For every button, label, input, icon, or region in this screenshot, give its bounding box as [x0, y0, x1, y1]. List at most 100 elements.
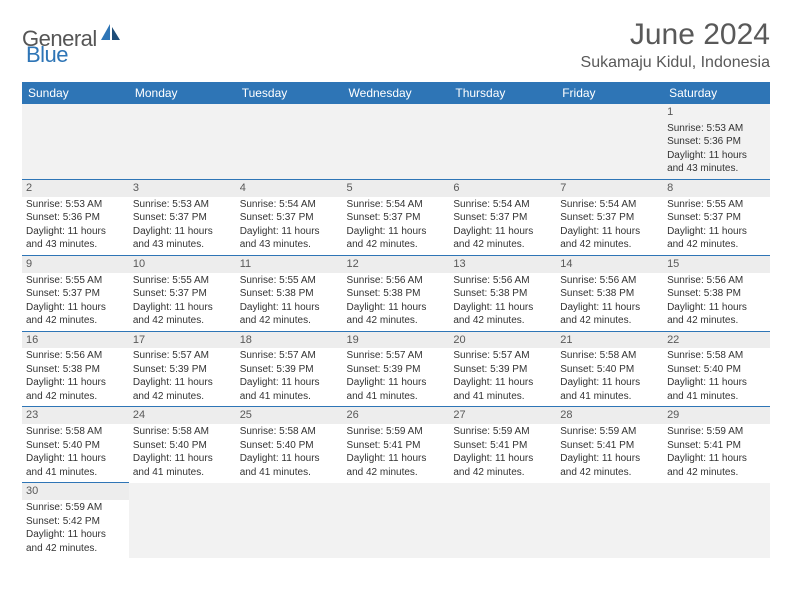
calendar-day-cell: 7Sunrise: 5:54 AMSunset: 5:37 PMDaylight…: [556, 179, 663, 255]
day-number: 10: [129, 256, 236, 273]
calendar-day-cell: [236, 104, 343, 179]
day-details: Sunrise: 5:59 AMSunset: 5:41 PMDaylight:…: [347, 425, 446, 479]
day-number: 9: [22, 256, 129, 273]
logo-sail-icon: [101, 24, 121, 45]
calendar-day-cell: 4Sunrise: 5:54 AMSunset: 5:37 PMDaylight…: [236, 179, 343, 255]
calendar-week-row: 1Sunrise: 5:53 AMSunset: 5:36 PMDaylight…: [22, 104, 770, 179]
calendar-day-cell: [343, 483, 450, 558]
calendar-week-row: 16Sunrise: 5:56 AMSunset: 5:38 PMDayligh…: [22, 331, 770, 407]
calendar-day-cell: 28Sunrise: 5:59 AMSunset: 5:41 PMDayligh…: [556, 407, 663, 483]
day-number: 14: [556, 256, 663, 273]
calendar-day-cell: [663, 483, 770, 558]
day-number: 23: [22, 407, 129, 424]
calendar-day-cell: 1Sunrise: 5:53 AMSunset: 5:36 PMDaylight…: [663, 104, 770, 179]
day-number: 20: [449, 332, 556, 349]
title-block: June 2024 Sukamaju Kidul, Indonesia: [581, 18, 770, 72]
day-number: 21: [556, 332, 663, 349]
day-details: Sunrise: 5:59 AMSunset: 5:41 PMDaylight:…: [667, 425, 766, 479]
day-number: 2: [22, 180, 129, 197]
calendar-day-cell: 21Sunrise: 5:58 AMSunset: 5:40 PMDayligh…: [556, 331, 663, 407]
calendar-day-cell: 18Sunrise: 5:57 AMSunset: 5:39 PMDayligh…: [236, 331, 343, 407]
calendar-day-cell: 20Sunrise: 5:57 AMSunset: 5:39 PMDayligh…: [449, 331, 556, 407]
calendar-table: Sunday Monday Tuesday Wednesday Thursday…: [22, 82, 770, 558]
day-details: Sunrise: 5:53 AMSunset: 5:36 PMDaylight:…: [26, 198, 125, 252]
day-number: 8: [663, 180, 770, 197]
day-number: 13: [449, 256, 556, 273]
day-details: Sunrise: 5:56 AMSunset: 5:38 PMDaylight:…: [453, 274, 552, 328]
day-details: Sunrise: 5:59 AMSunset: 5:42 PMDaylight:…: [26, 501, 125, 555]
day-details: Sunrise: 5:55 AMSunset: 5:37 PMDaylight:…: [667, 198, 766, 252]
day-number: 25: [236, 407, 343, 424]
day-details: Sunrise: 5:55 AMSunset: 5:38 PMDaylight:…: [240, 274, 339, 328]
calendar-day-cell: 30Sunrise: 5:59 AMSunset: 5:42 PMDayligh…: [22, 483, 129, 558]
calendar-day-cell: 26Sunrise: 5:59 AMSunset: 5:41 PMDayligh…: [343, 407, 450, 483]
calendar-day-cell: [129, 104, 236, 179]
day-details: Sunrise: 5:58 AMSunset: 5:40 PMDaylight:…: [133, 425, 232, 479]
month-title: June 2024: [581, 18, 770, 52]
location: Sukamaju Kidul, Indonesia: [581, 54, 770, 72]
calendar-body: 1Sunrise: 5:53 AMSunset: 5:36 PMDaylight…: [22, 104, 770, 558]
calendar-day-cell: [236, 483, 343, 558]
calendar-day-cell: [449, 104, 556, 179]
day-details: Sunrise: 5:59 AMSunset: 5:41 PMDaylight:…: [453, 425, 552, 479]
day-details: Sunrise: 5:57 AMSunset: 5:39 PMDaylight:…: [240, 349, 339, 403]
day-details: Sunrise: 5:55 AMSunset: 5:37 PMDaylight:…: [26, 274, 125, 328]
calendar-day-cell: 29Sunrise: 5:59 AMSunset: 5:41 PMDayligh…: [663, 407, 770, 483]
weekday-header-row: Sunday Monday Tuesday Wednesday Thursday…: [22, 82, 770, 104]
day-number: 15: [663, 256, 770, 273]
day-details: Sunrise: 5:59 AMSunset: 5:41 PMDaylight:…: [560, 425, 659, 479]
weekday-header: Tuesday: [236, 82, 343, 104]
calendar-day-cell: 2Sunrise: 5:53 AMSunset: 5:36 PMDaylight…: [22, 179, 129, 255]
day-number: 18: [236, 332, 343, 349]
day-details: Sunrise: 5:54 AMSunset: 5:37 PMDaylight:…: [240, 198, 339, 252]
day-number: 30: [22, 483, 129, 500]
day-number: 28: [556, 407, 663, 424]
day-number: 17: [129, 332, 236, 349]
day-details: Sunrise: 5:58 AMSunset: 5:40 PMDaylight:…: [560, 349, 659, 403]
calendar-week-row: 2Sunrise: 5:53 AMSunset: 5:36 PMDaylight…: [22, 179, 770, 255]
day-number: 26: [343, 407, 450, 424]
day-details: Sunrise: 5:57 AMSunset: 5:39 PMDaylight:…: [347, 349, 446, 403]
weekday-header: Sunday: [22, 82, 129, 104]
day-number: 16: [22, 332, 129, 349]
calendar-day-cell: 25Sunrise: 5:58 AMSunset: 5:40 PMDayligh…: [236, 407, 343, 483]
day-details: Sunrise: 5:58 AMSunset: 5:40 PMDaylight:…: [240, 425, 339, 479]
calendar-week-row: 30Sunrise: 5:59 AMSunset: 5:42 PMDayligh…: [22, 483, 770, 558]
calendar-day-cell: 24Sunrise: 5:58 AMSunset: 5:40 PMDayligh…: [129, 407, 236, 483]
calendar-day-cell: 23Sunrise: 5:58 AMSunset: 5:40 PMDayligh…: [22, 407, 129, 483]
weekday-header: Friday: [556, 82, 663, 104]
calendar-day-cell: 22Sunrise: 5:58 AMSunset: 5:40 PMDayligh…: [663, 331, 770, 407]
calendar-day-cell: 16Sunrise: 5:56 AMSunset: 5:38 PMDayligh…: [22, 331, 129, 407]
calendar-day-cell: 10Sunrise: 5:55 AMSunset: 5:37 PMDayligh…: [129, 255, 236, 331]
day-details: Sunrise: 5:56 AMSunset: 5:38 PMDaylight:…: [26, 349, 125, 403]
day-number: 19: [343, 332, 450, 349]
day-number: 4: [236, 180, 343, 197]
calendar-day-cell: [556, 483, 663, 558]
day-details: Sunrise: 5:53 AMSunset: 5:37 PMDaylight:…: [133, 198, 232, 252]
calendar-day-cell: 19Sunrise: 5:57 AMSunset: 5:39 PMDayligh…: [343, 331, 450, 407]
calendar-week-row: 9Sunrise: 5:55 AMSunset: 5:37 PMDaylight…: [22, 255, 770, 331]
day-number: 3: [129, 180, 236, 197]
weekday-header: Saturday: [663, 82, 770, 104]
weekday-header: Thursday: [449, 82, 556, 104]
day-number: 7: [556, 180, 663, 197]
calendar-day-cell: [343, 104, 450, 179]
day-number: 24: [129, 407, 236, 424]
day-number: 22: [663, 332, 770, 349]
day-details: Sunrise: 5:57 AMSunset: 5:39 PMDaylight:…: [133, 349, 232, 403]
logo-text-blue: Blue: [26, 42, 68, 67]
day-details: Sunrise: 5:54 AMSunset: 5:37 PMDaylight:…: [560, 198, 659, 252]
day-details: Sunrise: 5:54 AMSunset: 5:37 PMDaylight:…: [453, 198, 552, 252]
calendar-day-cell: 6Sunrise: 5:54 AMSunset: 5:37 PMDaylight…: [449, 179, 556, 255]
header: General June 2024 Sukamaju Kidul, Indone…: [22, 18, 770, 72]
day-details: Sunrise: 5:58 AMSunset: 5:40 PMDaylight:…: [667, 349, 766, 403]
logo-text-blue-wrap: Blue: [26, 42, 68, 68]
day-number: 27: [449, 407, 556, 424]
calendar-day-cell: [449, 483, 556, 558]
day-details: Sunrise: 5:58 AMSunset: 5:40 PMDaylight:…: [26, 425, 125, 479]
calendar-day-cell: 8Sunrise: 5:55 AMSunset: 5:37 PMDaylight…: [663, 179, 770, 255]
day-details: Sunrise: 5:54 AMSunset: 5:37 PMDaylight:…: [347, 198, 446, 252]
day-details: Sunrise: 5:56 AMSunset: 5:38 PMDaylight:…: [667, 274, 766, 328]
calendar-day-cell: 9Sunrise: 5:55 AMSunset: 5:37 PMDaylight…: [22, 255, 129, 331]
calendar-week-row: 23Sunrise: 5:58 AMSunset: 5:40 PMDayligh…: [22, 407, 770, 483]
